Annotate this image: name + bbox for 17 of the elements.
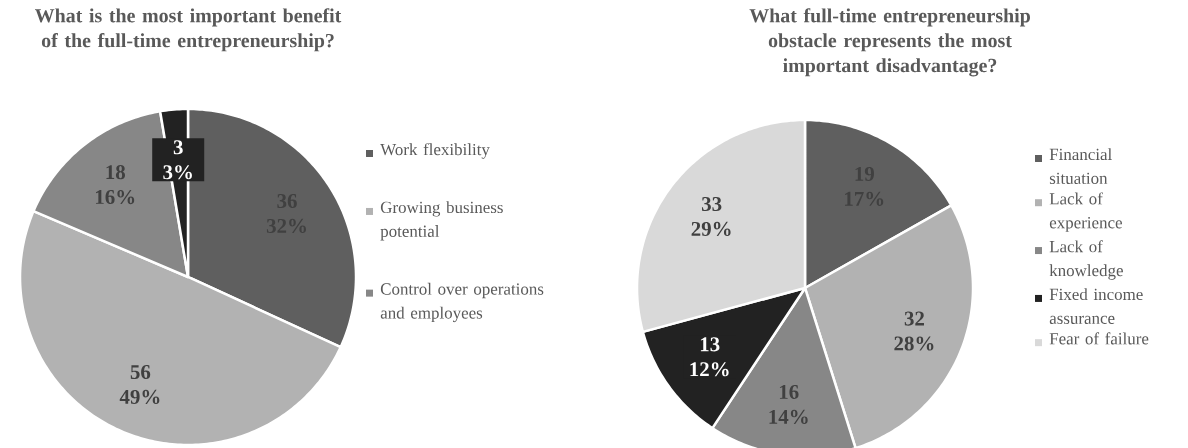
- legend-label: Fixed income assurance: [1049, 288, 1143, 324]
- data-label: 18 16%: [95, 165, 135, 205]
- data-label: 3 3%: [163, 140, 192, 180]
- legend-label: Financial situation: [1049, 148, 1112, 185]
- data-label: 56 49%: [119, 364, 160, 405]
- chart-title: What full-time entrepreneurship obstacle represents the most important disadvantage?: [749, 8, 1030, 77]
- data-label: 16 14%: [769, 384, 808, 424]
- data-label: 32 28%: [894, 311, 934, 351]
- chart-title: What is the most important benefit of the full-time entrepreneurship?: [34, 8, 342, 52]
- legend-label: Lack of experience: [1049, 192, 1122, 232]
- legend-label: Fear of failure: [1049, 332, 1149, 345]
- legend-label: Control over operations and employees: [380, 282, 544, 323]
- legend-label: Growing business potential: [380, 201, 503, 241]
- data-label: 33 29%: [691, 196, 731, 237]
- data-label: 13 12%: [690, 337, 729, 377]
- legend-label: Work flexibility: [380, 143, 490, 159]
- legend-label: Lack of knowledge: [1049, 240, 1123, 280]
